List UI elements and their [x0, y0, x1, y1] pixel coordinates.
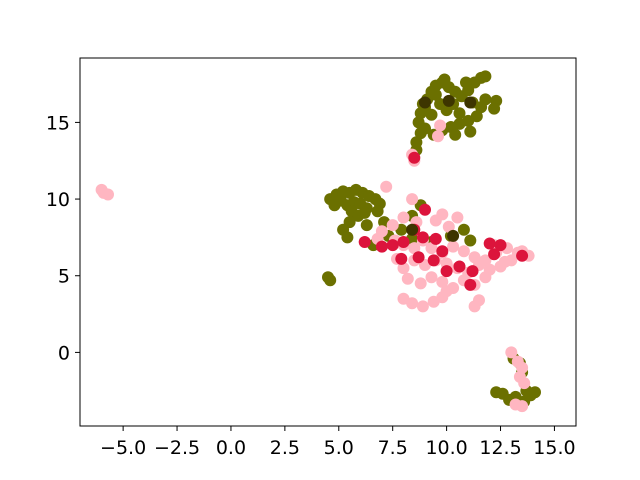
- data-point: [102, 188, 114, 201]
- data-point: [419, 96, 431, 109]
- plot-frame: [79, 57, 577, 427]
- x-tick-label: −2.5: [154, 437, 200, 459]
- data-point: [479, 271, 492, 284]
- data-point: [449, 128, 462, 141]
- data-point: [436, 208, 449, 221]
- data-point: [442, 220, 455, 233]
- x-tick-label: 12.5: [479, 437, 521, 459]
- data-point: [406, 297, 419, 310]
- data-point: [488, 248, 501, 261]
- data-point: [432, 130, 444, 143]
- data-point: [406, 193, 419, 206]
- data-point: [375, 240, 388, 253]
- data-point: [442, 94, 455, 107]
- data-point: [453, 107, 466, 120]
- data-point: [516, 249, 529, 262]
- data-point: [429, 232, 442, 245]
- data-point: [505, 346, 518, 359]
- data-point: [416, 231, 429, 244]
- data-point: [408, 151, 421, 164]
- data-point: [360, 219, 373, 232]
- data-point: [425, 242, 438, 255]
- data-point: [529, 386, 541, 399]
- data-point: [479, 70, 492, 83]
- x-axis-ticks: −5.0 −2.5 0.0 2.5 5.0 7.5 10.0 12.5 15.0: [100, 426, 576, 459]
- data-point: [371, 205, 384, 218]
- data-point: [464, 96, 477, 109]
- data-point: [324, 274, 337, 287]
- data-point: [516, 400, 529, 413]
- data-point: [447, 229, 460, 242]
- data-point: [406, 223, 419, 236]
- data-point: [494, 239, 507, 252]
- data-point: [412, 251, 425, 264]
- data-point: [460, 76, 472, 89]
- data-point: [425, 271, 438, 284]
- data-point: [386, 219, 399, 232]
- data-point: [498, 255, 511, 268]
- data-point: [434, 119, 447, 132]
- y-tick-label: 15: [46, 112, 70, 134]
- data-point: [466, 265, 479, 278]
- data-point: [416, 300, 429, 313]
- data-point: [453, 260, 466, 273]
- data-point: [440, 285, 453, 298]
- data-point: [358, 206, 371, 219]
- data-point: [397, 211, 410, 224]
- data-point: [397, 262, 410, 275]
- data-point: [464, 125, 477, 138]
- data-point: [408, 242, 421, 255]
- y-tick-label: 0: [58, 342, 70, 364]
- y-tick-label: 5: [58, 266, 70, 288]
- data-point: [518, 377, 531, 390]
- data-point: [440, 265, 453, 278]
- x-tick-label: 0.0: [216, 437, 246, 459]
- data-point: [386, 239, 399, 252]
- data-point: [451, 211, 464, 224]
- data-point: [436, 245, 449, 258]
- data-point: [410, 136, 423, 149]
- data-point: [397, 236, 410, 248]
- data-point: [419, 122, 431, 135]
- data-point: [380, 180, 393, 193]
- data-point: [358, 236, 371, 248]
- data-point: [464, 278, 477, 291]
- data-point: [479, 93, 492, 106]
- data-point: [414, 277, 427, 290]
- data-point: [425, 108, 438, 121]
- data-point: [464, 234, 477, 247]
- x-tick-label: 2.5: [270, 437, 300, 459]
- data-point: [341, 231, 354, 244]
- data-point: [427, 254, 440, 267]
- data-point: [483, 237, 496, 250]
- x-tick-label: 5.0: [324, 437, 354, 459]
- data-points: [95, 70, 541, 413]
- data-point: [436, 275, 449, 288]
- data-point: [488, 102, 501, 115]
- data-point: [457, 223, 470, 236]
- x-tick-label: 10.0: [425, 437, 467, 459]
- y-tick-label: 10: [46, 189, 70, 211]
- data-point: [516, 361, 529, 374]
- data-point: [457, 245, 470, 258]
- data-point: [419, 203, 431, 216]
- x-tick-label: −5.0: [100, 437, 146, 459]
- data-point: [438, 73, 451, 86]
- data-point: [429, 88, 442, 101]
- data-point: [473, 294, 485, 307]
- x-tick-label: 15.0: [533, 437, 575, 459]
- x-tick-label: 7.5: [378, 437, 408, 459]
- data-point: [401, 272, 414, 285]
- data-point: [447, 240, 460, 253]
- data-point: [395, 252, 408, 265]
- y-axis-ticks: 0 5 10 15: [46, 112, 80, 364]
